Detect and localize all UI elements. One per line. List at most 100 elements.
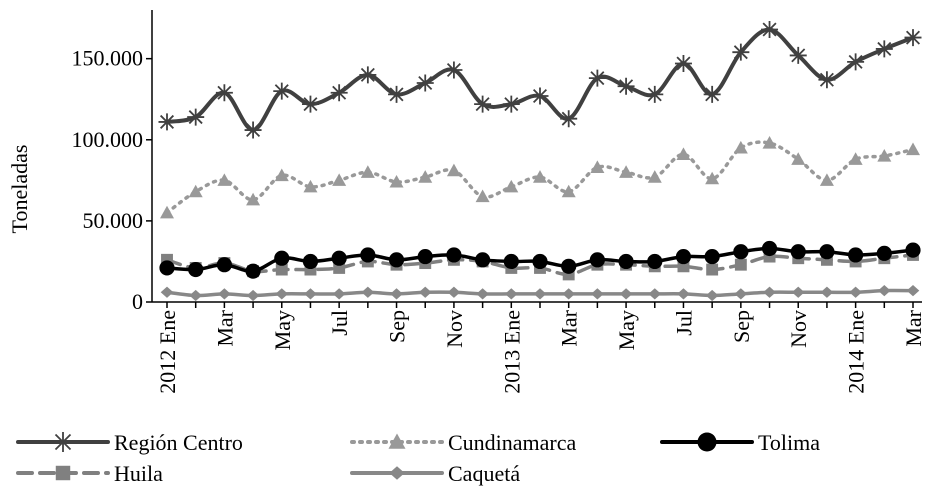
series-point	[705, 171, 720, 185]
series-point	[848, 152, 863, 165]
series-point	[532, 253, 548, 270]
series-point	[416, 74, 434, 92]
series-point	[677, 260, 690, 273]
series-point	[562, 268, 575, 281]
series-point	[703, 85, 721, 103]
series-point	[705, 289, 719, 302]
series-point	[791, 286, 805, 298]
series-point	[244, 121, 262, 139]
series-point	[330, 84, 348, 102]
series-point	[504, 179, 519, 193]
series-point	[215, 84, 233, 102]
series-point	[878, 285, 891, 297]
series-point	[562, 288, 575, 300]
x-tick-label: Mar	[212, 309, 237, 346]
legend-label: Caquetá	[448, 461, 520, 486]
series-point	[275, 263, 288, 276]
series-point	[446, 163, 461, 177]
legend-marker	[697, 432, 717, 452]
series-point	[304, 263, 317, 276]
series-point	[763, 286, 776, 298]
legend-item: Tolima	[660, 430, 820, 455]
series-point	[588, 69, 606, 87]
series-point	[303, 179, 318, 193]
series-point	[875, 40, 893, 58]
series-line	[165, 27, 915, 133]
y-tick-label: 50.000	[83, 208, 144, 233]
x-tick-label: 2014 Ene	[844, 310, 869, 394]
y-tick-label: 100.000	[72, 127, 144, 152]
x-tick-label: Mar	[557, 309, 582, 346]
series-point	[390, 288, 403, 300]
series-point	[476, 288, 489, 300]
x-axis-ticks: 2012 Ene Mar May Jul Sep Nov 2013 Ene Mar May Jul…	[155, 302, 925, 394]
x-tick-label: 2013 Ene	[499, 310, 524, 394]
series-point	[591, 288, 604, 300]
series-point	[761, 20, 779, 38]
x-tick-label: Nov	[786, 310, 811, 348]
series-point	[561, 258, 577, 274]
legend-marker	[55, 465, 71, 481]
legend-item: Región Centro	[16, 430, 243, 455]
series-point	[302, 253, 319, 270]
series-point	[188, 261, 204, 278]
x-tick-label: Nov	[442, 310, 467, 348]
series-point	[188, 184, 203, 198]
legend-label: Tolima	[758, 430, 820, 455]
series-point	[216, 257, 232, 273]
x-tick-label: May	[270, 310, 295, 350]
x-tick-label: May	[614, 310, 639, 350]
series-point	[159, 260, 175, 276]
series-point	[675, 248, 692, 265]
series-point	[475, 189, 490, 203]
series-point	[619, 288, 633, 300]
series-point	[533, 288, 547, 300]
series-point	[618, 253, 634, 270]
series-point	[676, 147, 691, 160]
series-point	[361, 286, 375, 298]
series-point	[273, 82, 291, 100]
x-tick-label: Mar	[901, 309, 925, 346]
series-point	[732, 43, 750, 61]
x-tick-label: Sep	[729, 310, 754, 343]
series-point	[818, 71, 836, 89]
series-point	[617, 77, 635, 95]
series-point	[761, 240, 778, 257]
series-point	[533, 170, 547, 183]
series-point	[590, 160, 605, 173]
series-point	[503, 253, 519, 270]
series-point	[820, 286, 834, 298]
series-point	[275, 288, 289, 300]
series-point	[820, 253, 833, 266]
x-tick-label: Jul	[671, 310, 696, 336]
series-point	[648, 288, 662, 300]
legend-item: Huila	[16, 461, 163, 486]
series-point	[304, 288, 317, 300]
series-point	[160, 205, 174, 219]
series-point	[187, 108, 205, 126]
y-axis-ticks: 0 50.000 100.000 150.000	[72, 46, 152, 314]
series-point	[847, 53, 865, 71]
legend-item: Caquetá	[350, 461, 520, 486]
series-point	[331, 250, 347, 266]
x-tick-label: 2012 Ene	[155, 310, 180, 394]
series-point	[417, 248, 433, 265]
series-point	[474, 95, 492, 113]
series-point	[734, 288, 748, 300]
series-point	[791, 152, 806, 165]
series-point	[704, 248, 720, 265]
series-point	[158, 113, 176, 131]
series-point	[819, 173, 834, 186]
series-point	[706, 263, 719, 276]
series-point	[647, 170, 662, 183]
series-point	[360, 247, 376, 263]
series-point	[388, 252, 405, 268]
series-point	[733, 140, 748, 154]
x-tick-label: Sep	[385, 310, 410, 343]
series-point	[905, 242, 921, 258]
series-point	[245, 263, 261, 279]
series-point	[647, 253, 663, 270]
series-point	[733, 244, 749, 260]
series-point	[876, 245, 892, 261]
